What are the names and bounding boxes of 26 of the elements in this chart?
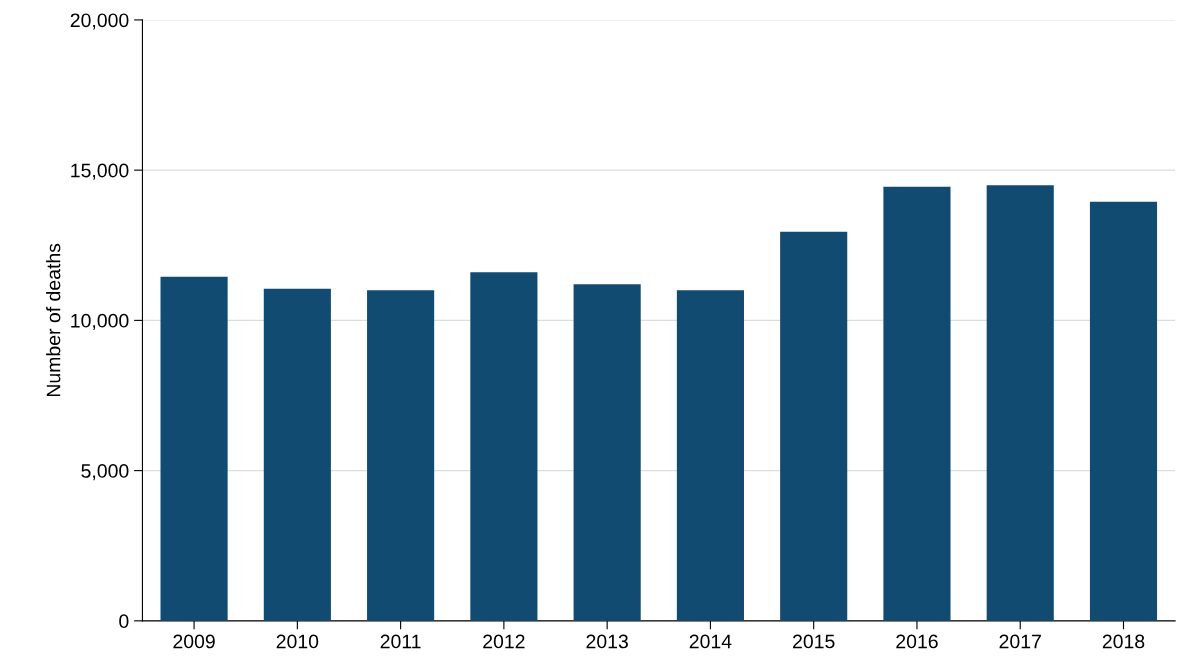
y-tick-label: 10,000 bbox=[71, 313, 129, 330]
bar bbox=[1089, 201, 1158, 621]
y-tick-label: 15,000 bbox=[71, 163, 129, 180]
bar bbox=[263, 288, 331, 621]
bar bbox=[986, 185, 1054, 621]
x-tick-label: 2014 bbox=[689, 634, 732, 649]
x-tick-label: 2012 bbox=[483, 634, 525, 649]
x-tick-label: 2018 bbox=[1102, 634, 1145, 649]
bar bbox=[573, 284, 641, 621]
y-tick-label: 5,000 bbox=[81, 464, 129, 481]
y-tick-label: 0 bbox=[119, 614, 129, 629]
x-tick-label: 2015 bbox=[793, 634, 835, 649]
y-axis-title: Number of deaths bbox=[46, 243, 61, 397]
x-tick-label: 2009 bbox=[173, 634, 215, 649]
x-tick-label: 2010 bbox=[276, 634, 319, 649]
bar bbox=[470, 272, 538, 621]
x-tick-label: 2016 bbox=[896, 634, 938, 649]
y-tick-label: 20,000 bbox=[70, 13, 129, 30]
bar bbox=[780, 231, 848, 621]
bar bbox=[883, 186, 951, 621]
x-tick-label: 2017 bbox=[999, 634, 1041, 649]
bar bbox=[676, 290, 744, 621]
bar bbox=[367, 290, 435, 621]
x-tick-label: 2013 bbox=[586, 634, 628, 649]
x-tick-label: 2011 bbox=[380, 634, 421, 649]
bar bbox=[160, 276, 228, 621]
